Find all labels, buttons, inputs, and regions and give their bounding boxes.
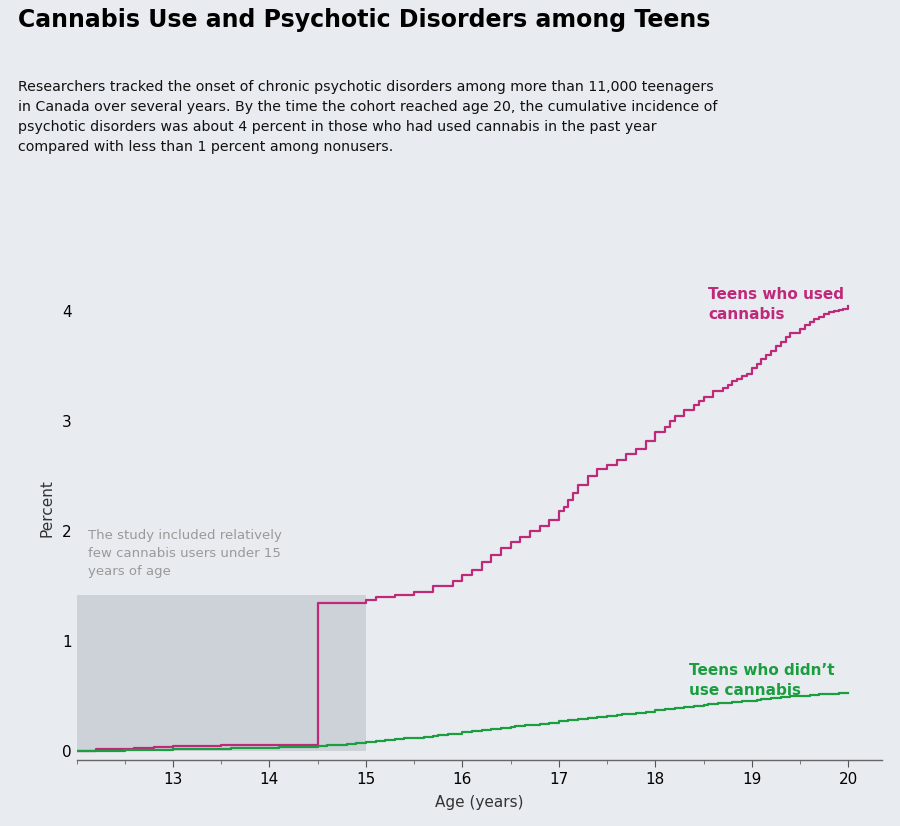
Text: The study included relatively
few cannabis users under 15
years of age: The study included relatively few cannab… [88, 529, 282, 578]
Y-axis label: Percent: Percent [40, 479, 55, 537]
Text: Teens who used
cannabis: Teens who used cannabis [708, 287, 844, 321]
Bar [76, 595, 366, 751]
Text: Cannabis Use and Psychotic Disorders among Teens: Cannabis Use and Psychotic Disorders amo… [18, 8, 710, 32]
Text: Teens who didn’t
use cannabis: Teens who didn’t use cannabis [689, 663, 834, 698]
Text: Researchers tracked the onset of chronic psychotic disorders among more than 11,: Researchers tracked the onset of chronic… [18, 80, 717, 154]
X-axis label: Age (years): Age (years) [435, 795, 524, 810]
